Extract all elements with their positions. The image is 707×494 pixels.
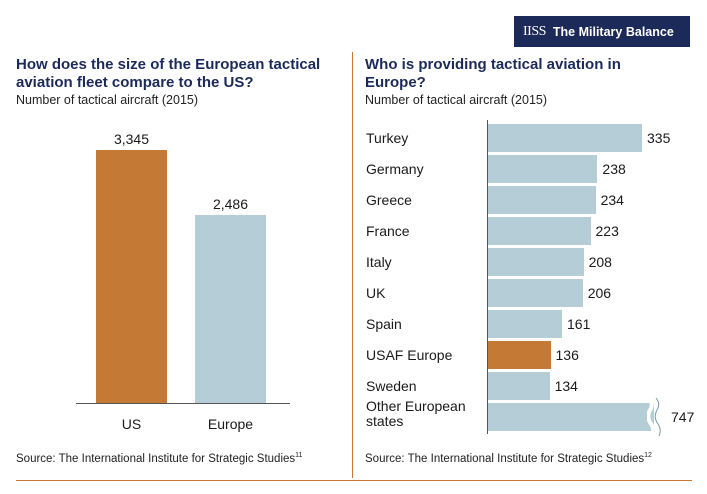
bar-europe <box>195 214 266 403</box>
right-source-text: Source: The International Institute for … <box>365 452 645 465</box>
bar-value-sweden: 134 <box>554 378 578 394</box>
bar-usaf-europe <box>488 341 551 369</box>
left-chart-title: How does the size of the European tactic… <box>16 56 321 91</box>
bar-germany <box>488 155 598 183</box>
footer-rule <box>16 480 692 481</box>
bar-value-us: 3,345 <box>113 131 150 147</box>
bar-value-france: 223 <box>595 223 619 239</box>
category-greece: Greece <box>366 192 412 208</box>
logo-mark: IISS <box>523 23 546 39</box>
left-source-text: Source: The International Institute for … <box>16 452 296 465</box>
bar-turkey <box>488 124 642 152</box>
category-italy: Italy <box>366 254 392 270</box>
right-source-note: 12 <box>644 452 652 459</box>
bar-spain <box>488 310 562 338</box>
category-sweden: Sweden <box>366 378 417 394</box>
bar-sweden <box>488 372 550 400</box>
bar-italy <box>488 248 584 276</box>
axis-break-line <box>654 398 661 436</box>
logo-name: The Military Balance <box>552 24 674 39</box>
category-uk: UK <box>366 285 386 301</box>
left-source-note: 11 <box>295 452 303 459</box>
y-axis <box>487 120 488 434</box>
category-other-european-states: Other European states <box>366 398 466 429</box>
category-france: France <box>366 223 410 239</box>
bar-value-germany: 238 <box>602 161 626 177</box>
left-source: Source: The International Institute for … <box>16 452 302 465</box>
panel-divider <box>352 52 353 478</box>
bar-value-other-european-states: 747 <box>671 409 695 425</box>
category-usaf-europe: USAF Europe <box>366 347 453 363</box>
bar-value-uk: 206 <box>587 285 612 301</box>
left-chart-subtitle: Number of tactical aircraft (2015) <box>16 93 199 107</box>
bar-value-spain: 161 <box>567 316 591 332</box>
category-turkey: Turkey <box>366 130 409 146</box>
category-germany: Germany <box>366 161 424 177</box>
bar-value-usaf-europe: 136 <box>555 347 579 363</box>
bar-value-turkey: 335 <box>647 130 671 146</box>
right-chart-title: Who is providing tactical aviation in Eu… <box>365 56 621 91</box>
bar-value-italy: 208 <box>588 254 612 270</box>
bar-us <box>96 150 167 403</box>
axis-break-mark <box>647 398 661 436</box>
category-spain: Spain <box>366 316 402 332</box>
x-axis <box>76 403 290 404</box>
bar-greece <box>488 186 596 214</box>
bar-france <box>488 217 591 245</box>
category-europe: Europe <box>207 416 254 432</box>
bar-value-europe: 2,486 <box>212 195 249 212</box>
right-source: Source: The International Institute for … <box>365 452 652 465</box>
bar-uk <box>488 279 583 307</box>
bar-value-greece: 234 <box>600 192 624 208</box>
iiss-military-balance-logo: IISS The Military Balance <box>514 16 690 47</box>
bar-other-european-states <box>488 403 654 431</box>
axis-break-gap <box>647 398 656 436</box>
category-us: US <box>121 416 142 432</box>
right-chart-subtitle: Number of tactical aircraft (2015) <box>365 93 548 107</box>
